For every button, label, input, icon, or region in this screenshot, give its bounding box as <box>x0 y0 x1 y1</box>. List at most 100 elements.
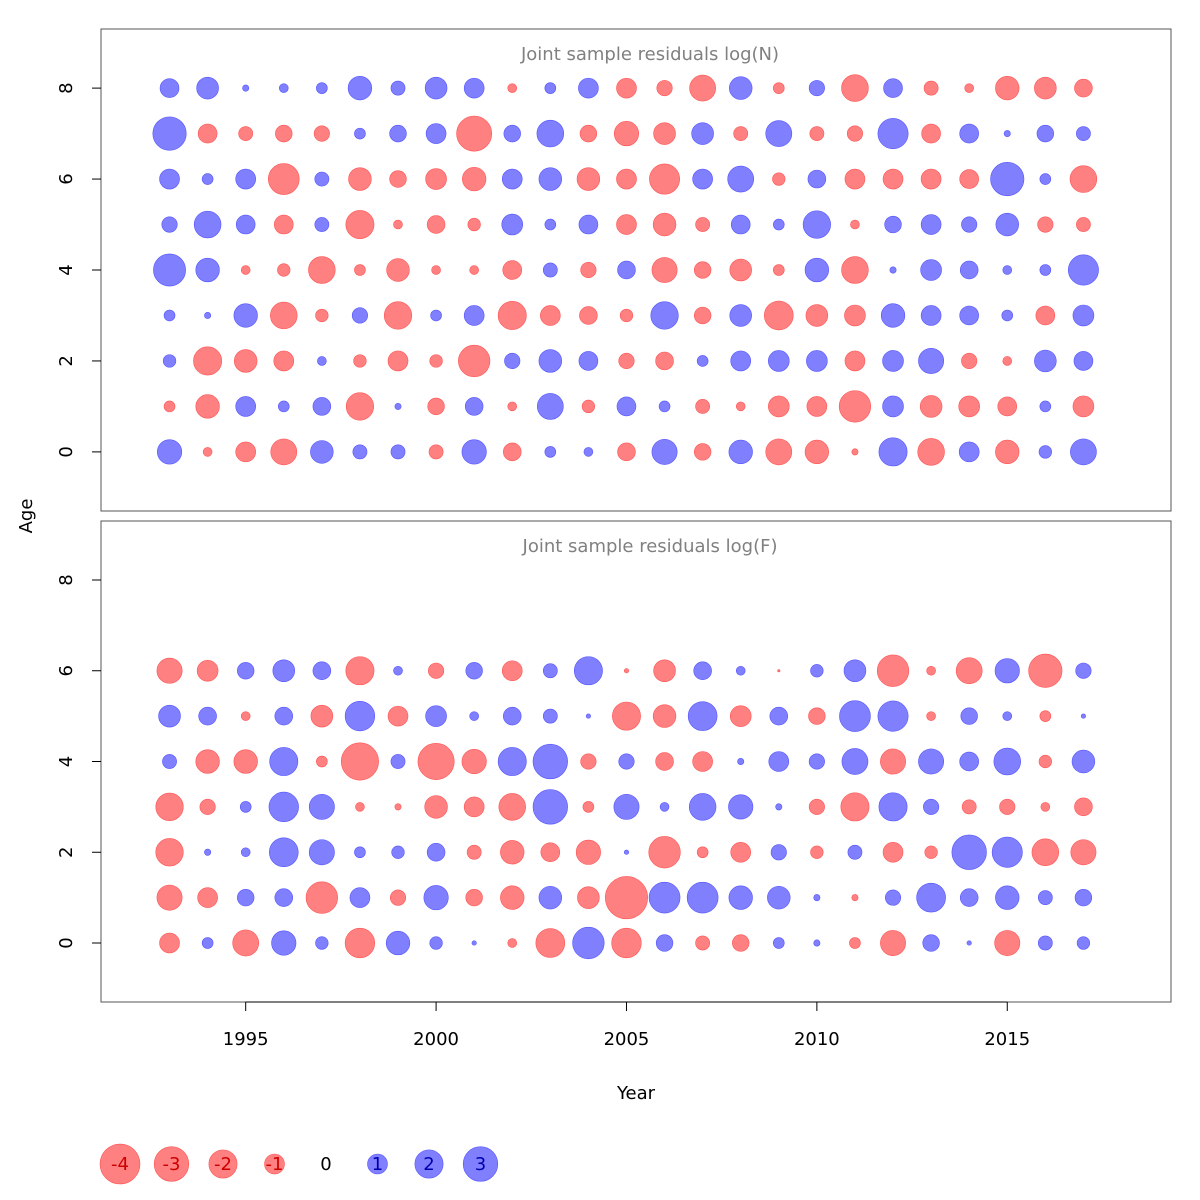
residual-bubble <box>994 930 1021 956</box>
residual-bubble <box>880 303 906 328</box>
residual-bubble <box>959 123 979 144</box>
residual-bubble <box>579 306 598 325</box>
residual-bubble <box>1028 653 1063 688</box>
residual-bubble <box>383 301 413 330</box>
residual-bubble <box>204 848 212 856</box>
residual-bubble <box>235 168 256 190</box>
residual-bubble <box>162 754 177 769</box>
residual-bubble <box>345 392 375 421</box>
y-tick-label: 4 <box>56 264 77 275</box>
residual-bubble <box>308 839 335 866</box>
residual-bubble <box>737 758 745 765</box>
residual-bubble <box>199 798 216 815</box>
residual-bubble <box>578 214 599 235</box>
residual-bubble <box>195 749 220 774</box>
residual-bubble <box>317 356 327 366</box>
residual-bubble <box>575 839 601 865</box>
residual-bubble <box>729 705 752 727</box>
residual-bubble <box>394 402 402 410</box>
residual-bubble <box>155 838 184 867</box>
y-tick-label: 0 <box>56 937 77 948</box>
residual-bubble <box>469 265 479 275</box>
residual-bubble <box>390 80 406 96</box>
residual-bubble <box>507 83 518 93</box>
residual-bubble <box>238 126 254 141</box>
residual-bubble <box>994 658 1020 684</box>
residual-bubble <box>583 447 594 457</box>
residual-bubble <box>162 354 177 368</box>
legend-bubble <box>99 1143 141 1185</box>
residual-bubble <box>951 834 987 870</box>
y-axis: 0 2 4 6 8 <box>56 82 101 458</box>
residual-bubble <box>623 849 630 855</box>
residual-bubble <box>269 747 299 776</box>
residual-bubble <box>876 654 910 687</box>
residual-bubble <box>693 661 712 680</box>
residual-bubble <box>921 123 941 144</box>
residual-bubble <box>540 305 561 326</box>
residual-bubble <box>613 121 640 147</box>
residual-bubble <box>882 841 904 863</box>
residual-bubble <box>920 305 942 326</box>
residual-bubble <box>1037 216 1054 233</box>
residual-bubble <box>1002 711 1013 721</box>
residual-bubble <box>651 438 678 465</box>
residual-bubble <box>385 930 411 956</box>
residual-bubble <box>347 75 373 101</box>
residual-bubble <box>234 349 258 373</box>
residual-bubble <box>391 845 405 859</box>
residual-bubble <box>1003 130 1011 138</box>
residual-bubble <box>693 306 712 325</box>
residual-bubble <box>542 663 558 679</box>
residual-bubble <box>922 934 940 952</box>
residual-bubble <box>695 217 710 232</box>
residual-bubble <box>501 168 523 190</box>
residual-bubble <box>417 743 455 780</box>
legend-label: -1 <box>266 1154 284 1175</box>
residual-bubble <box>242 84 250 92</box>
x-tick-label: 2005 <box>604 1029 650 1050</box>
residual-bubble <box>390 444 406 460</box>
residual-bubble <box>425 168 447 190</box>
residual-bubble <box>500 885 525 910</box>
residual-bubble <box>431 265 441 275</box>
y-tick-label: 2 <box>56 847 77 858</box>
y-axis: 0 2 4 6 8 <box>56 574 101 949</box>
residual-bubble <box>809 126 825 141</box>
residual-bubble <box>656 80 673 97</box>
residual-bubble <box>651 257 678 283</box>
residual-bubble <box>659 802 670 812</box>
residual-bubble <box>532 789 568 825</box>
residual-bubble <box>1039 400 1052 413</box>
residual-bubble <box>1076 126 1091 141</box>
residual-bubble <box>773 82 785 94</box>
residual-bubble <box>232 929 260 957</box>
residual-bubble <box>733 126 749 141</box>
residual-bubble <box>348 167 372 191</box>
residual-bubble <box>616 168 637 190</box>
residual-bubble <box>958 395 980 418</box>
residual-bubble <box>849 937 861 949</box>
residual-bubble <box>312 397 332 416</box>
residual-bubble <box>924 845 938 859</box>
residual-bubble <box>1001 309 1014 322</box>
residual-bubble <box>805 304 829 327</box>
residual-bubble <box>354 127 366 140</box>
residual-bubble <box>1038 754 1052 769</box>
residual-bubble <box>884 215 902 234</box>
residual-bubble <box>353 354 367 368</box>
residual-bubble <box>883 78 903 98</box>
residual-bubble <box>652 212 677 237</box>
residual-bubble <box>502 260 523 280</box>
residual-bubble <box>693 443 712 461</box>
residual-bubble <box>500 840 525 865</box>
residual-bubble <box>851 448 859 456</box>
residual-bubble <box>196 76 219 100</box>
residual-bubble <box>310 704 334 728</box>
residual-bubble <box>616 396 637 417</box>
residual-bubble <box>195 394 220 419</box>
residual-bubble <box>578 77 599 99</box>
residual-bubble <box>840 792 870 822</box>
residual-bubble <box>806 350 828 372</box>
residual-bubble <box>773 937 785 949</box>
